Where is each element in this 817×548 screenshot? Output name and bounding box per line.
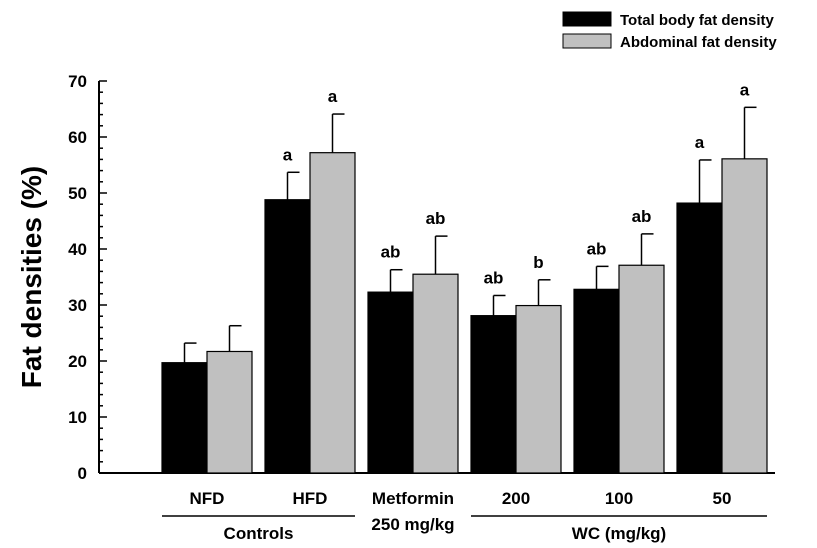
x-tick-label: HFD bbox=[293, 489, 328, 508]
significance-label: a bbox=[695, 133, 705, 152]
bar-total-body bbox=[470, 315, 517, 474]
y-tick-label: 60 bbox=[68, 128, 87, 147]
bar-abdominal bbox=[618, 264, 665, 474]
significance-label: ab bbox=[426, 209, 446, 228]
bar-abdominal bbox=[721, 158, 768, 474]
x-tick-sublabel: 250 mg/kg bbox=[371, 515, 454, 534]
group-labels: Controls WC (mg/kg) bbox=[162, 515, 767, 543]
legend: Total body fat density Abdominal fat dens… bbox=[562, 11, 777, 51]
y-tick-label: 20 bbox=[68, 352, 87, 371]
y-tick-label: 10 bbox=[68, 408, 87, 427]
bar-total-body bbox=[161, 362, 208, 474]
bar-total-body bbox=[264, 199, 311, 474]
group-label: WC (mg/kg) bbox=[572, 524, 666, 543]
significance-label: ab bbox=[381, 243, 401, 262]
legend-label-2: Abdominal fat density bbox=[620, 34, 777, 51]
bar-total-body bbox=[676, 202, 723, 474]
significance-label: a bbox=[328, 87, 338, 106]
y-tick-label: 0 bbox=[78, 464, 87, 483]
y-axis: 0 10 20 30 40 50 60 70 Fat densities (%) bbox=[16, 72, 107, 483]
x-tick-label: Metformin bbox=[372, 489, 454, 508]
x-tick-label: 200 bbox=[502, 489, 530, 508]
bar-total-body bbox=[367, 291, 414, 474]
bar-abdominal bbox=[309, 152, 356, 474]
significance-label: ab bbox=[587, 239, 607, 258]
y-tick-label: 50 bbox=[68, 184, 87, 203]
significance-label: ab bbox=[632, 207, 652, 226]
significance-label: a bbox=[740, 80, 750, 99]
significance-label: ab bbox=[484, 268, 504, 287]
legend-swatch-2 bbox=[562, 33, 612, 49]
bars: a ab ab ab a a ab b ab a bbox=[161, 80, 768, 474]
significance-label: b bbox=[533, 253, 543, 272]
y-axis-title: Fat densities (%) bbox=[16, 166, 47, 388]
bar-total-body bbox=[573, 288, 620, 474]
x-axis: NFD HFD Metformin 250 mg/kg 200 100 50 bbox=[99, 472, 775, 534]
x-tick-label: NFD bbox=[190, 489, 225, 508]
bar-abdominal bbox=[206, 350, 253, 474]
legend-swatch-1 bbox=[562, 11, 612, 27]
bar-abdominal bbox=[515, 304, 562, 474]
bar-abdominal bbox=[412, 273, 459, 474]
y-tick-label: 30 bbox=[68, 296, 87, 315]
y-tick-label: 40 bbox=[68, 240, 87, 259]
significance-label: a bbox=[283, 145, 293, 164]
y-tick-label: 70 bbox=[68, 72, 87, 91]
group-label: Controls bbox=[224, 524, 294, 543]
legend-label-1: Total body fat density bbox=[620, 12, 775, 29]
x-tick-label: 50 bbox=[713, 489, 732, 508]
x-tick-label: 100 bbox=[605, 489, 633, 508]
